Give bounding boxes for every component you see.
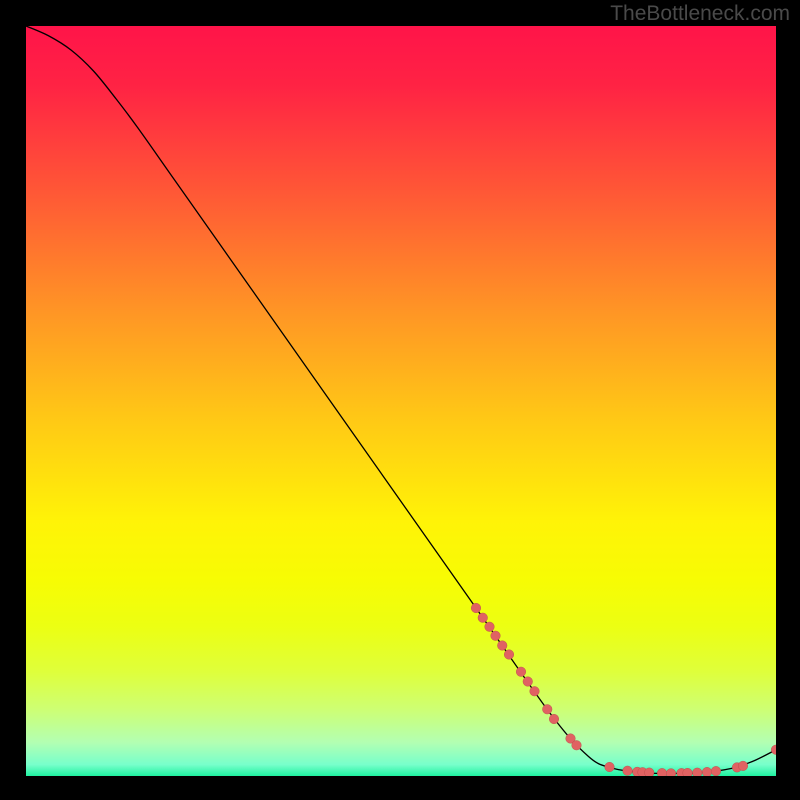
data-marker — [605, 762, 615, 772]
data-marker — [683, 768, 693, 776]
data-marker — [644, 768, 654, 776]
data-marker — [623, 766, 633, 776]
data-marker — [516, 667, 526, 677]
plot-area — [26, 26, 776, 776]
data-marker — [738, 761, 748, 771]
chart-frame: TheBottleneck.com — [0, 0, 800, 800]
plot-svg — [26, 26, 776, 776]
data-marker — [549, 714, 559, 724]
data-marker — [471, 603, 481, 613]
gradient-background — [26, 26, 776, 776]
watermark-text: TheBottleneck.com — [610, 2, 790, 26]
data-marker — [491, 631, 501, 641]
data-marker — [666, 769, 676, 776]
data-marker — [572, 740, 582, 750]
data-marker — [542, 704, 552, 714]
data-marker — [692, 768, 702, 776]
data-marker — [657, 768, 667, 776]
data-marker — [702, 767, 712, 776]
data-marker — [485, 622, 495, 632]
data-marker — [523, 677, 533, 687]
data-marker — [504, 650, 514, 660]
data-marker — [497, 641, 507, 651]
data-marker — [711, 766, 721, 776]
data-marker — [530, 686, 540, 696]
data-marker — [478, 613, 488, 623]
